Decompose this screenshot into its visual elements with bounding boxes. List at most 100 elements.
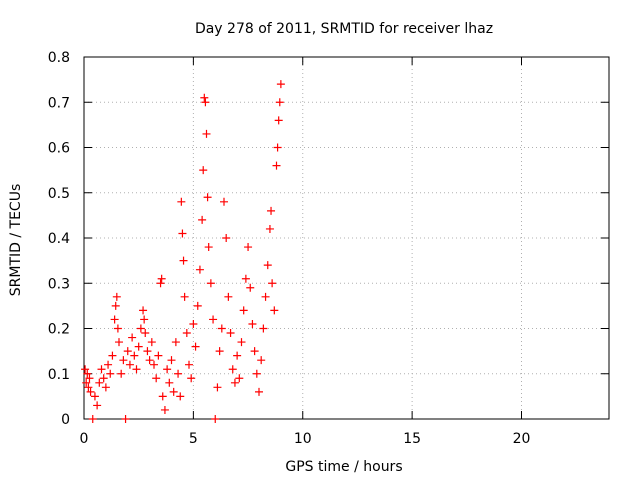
data-point	[143, 347, 152, 356]
data-point	[111, 301, 120, 310]
data-point	[226, 329, 235, 338]
data-point	[123, 347, 132, 356]
y-tick-label: 0.6	[48, 141, 70, 157]
y-tick-label: 0.8	[48, 50, 70, 66]
data-point	[182, 329, 191, 338]
data-point	[259, 324, 268, 333]
data-point	[145, 356, 154, 365]
data-point	[163, 365, 172, 374]
data-point	[272, 161, 281, 170]
data-point	[193, 301, 202, 310]
data-point	[86, 387, 95, 396]
data-point	[233, 351, 242, 360]
data-point	[198, 215, 207, 224]
y-tick-label: 0.4	[48, 231, 70, 247]
data-point	[178, 229, 187, 238]
data-point	[261, 292, 270, 301]
data-point	[274, 116, 283, 125]
data-point	[187, 374, 196, 383]
data-point	[263, 261, 272, 270]
data-point	[119, 356, 128, 365]
chart-title: Day 278 of 2011, SRMTID for receiver lha…	[195, 21, 493, 37]
data-point	[275, 98, 284, 107]
data-point	[235, 374, 244, 383]
x-axis-label: GPS time / hours	[285, 459, 402, 475]
data-point	[255, 387, 263, 396]
data-point	[176, 392, 185, 401]
data-point	[224, 292, 233, 301]
data-point	[128, 333, 137, 342]
data-point	[228, 365, 237, 374]
data-point	[121, 415, 130, 423]
x-tick-label: 20	[513, 431, 531, 447]
data-point	[189, 319, 198, 328]
data-point	[134, 342, 143, 351]
data-point	[158, 392, 167, 401]
data-point	[136, 324, 145, 333]
y-tick-label: 0.3	[48, 276, 70, 292]
data-point	[220, 197, 228, 206]
data-point	[95, 378, 104, 387]
y-axis-label: SRMTID / TECUs	[8, 184, 24, 297]
data-point	[82, 378, 91, 387]
y-tick-label: 0.5	[48, 186, 70, 202]
data-point	[152, 374, 161, 383]
data-point	[117, 369, 126, 378]
data-point	[88, 415, 97, 423]
y-tick-label: 0.2	[48, 322, 70, 338]
data-point	[90, 392, 99, 401]
data-point	[265, 224, 274, 233]
data-point	[267, 206, 276, 215]
data-point	[179, 256, 188, 265]
data-point	[130, 351, 139, 360]
x-tick-labels: 0 5 10 15 20	[80, 431, 531, 447]
data-point	[113, 324, 122, 333]
x-tick-label: 5	[189, 431, 198, 447]
data-point	[241, 274, 250, 283]
data-point	[246, 283, 255, 292]
data-point	[154, 351, 163, 360]
data-point	[141, 329, 150, 338]
data-point	[85, 374, 94, 383]
data-point	[132, 365, 141, 374]
data-point	[230, 378, 239, 387]
data-point	[270, 306, 279, 315]
data-point	[217, 324, 226, 333]
data-point	[139, 306, 148, 315]
data-point	[237, 338, 246, 347]
data-point	[199, 166, 208, 175]
data-point	[83, 369, 92, 378]
y-tick-label: 0	[61, 412, 70, 428]
y-tick-label: 0.1	[48, 367, 70, 383]
data-point	[156, 279, 165, 288]
data-point	[268, 279, 277, 288]
plot-frame	[83, 56, 610, 420]
y-tick-label: 0.7	[48, 95, 70, 111]
x-tick-label: 15	[403, 431, 421, 447]
data-point	[250, 347, 259, 356]
data-point	[97, 365, 106, 374]
data-point	[110, 315, 119, 324]
x-tick-label: 0	[80, 431, 89, 447]
data-point	[215, 347, 224, 356]
data-point	[160, 405, 169, 414]
data-point	[201, 98, 210, 107]
data-point	[104, 360, 113, 369]
data-point	[257, 356, 266, 365]
data-point	[200, 93, 209, 102]
data-point	[213, 383, 222, 392]
data-point	[273, 143, 282, 152]
data-point	[169, 387, 178, 396]
y-tick-labels: 0 0.1 0.2 0.3 0.4 0.5 0.6 0.7 0.8	[48, 50, 70, 428]
data-point	[276, 80, 285, 89]
data-point	[140, 315, 149, 324]
data-point	[81, 365, 90, 374]
data-point	[171, 338, 180, 347]
data-point	[157, 274, 166, 283]
data-point	[147, 338, 156, 347]
data-point	[108, 351, 117, 360]
data-point	[125, 360, 134, 369]
data-point	[177, 197, 186, 206]
data-point	[222, 234, 231, 242]
